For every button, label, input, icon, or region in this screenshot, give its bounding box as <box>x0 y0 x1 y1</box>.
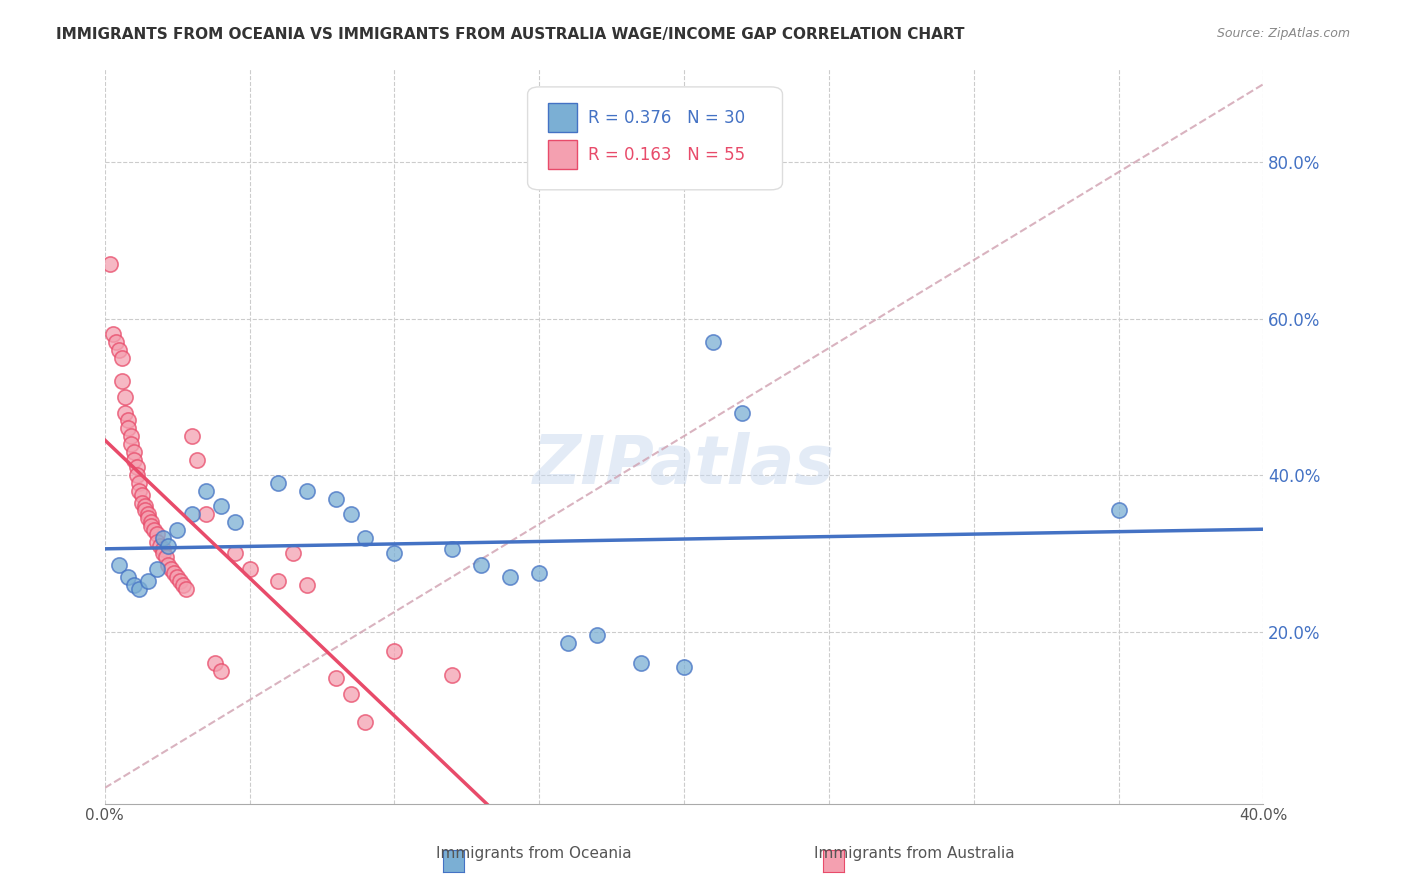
Point <box>209 500 232 514</box>
Point <box>152 546 174 560</box>
Point <box>160 562 183 576</box>
Point <box>267 574 290 588</box>
Point <box>195 483 218 498</box>
Point <box>354 714 377 729</box>
Text: Immigrants from Oceania: Immigrants from Oceania <box>436 846 633 861</box>
Point <box>672 659 695 673</box>
Point <box>146 562 169 576</box>
Point <box>731 406 754 420</box>
Point <box>163 566 186 580</box>
Point <box>172 577 194 591</box>
Point <box>382 546 405 560</box>
Point <box>204 656 226 670</box>
Point <box>224 546 246 560</box>
FancyBboxPatch shape <box>527 87 783 190</box>
Point <box>136 511 159 525</box>
Point <box>267 475 290 490</box>
Point <box>297 483 319 498</box>
Point <box>114 406 136 420</box>
Point <box>354 531 377 545</box>
Point <box>125 468 148 483</box>
Text: IMMIGRANTS FROM OCEANIA VS IMMIGRANTS FROM AUSTRALIA WAGE/INCOME GAP CORRELATION: IMMIGRANTS FROM OCEANIA VS IMMIGRANTS FR… <box>56 27 965 42</box>
Point <box>120 437 142 451</box>
Point <box>152 531 174 545</box>
Bar <box>548 140 578 169</box>
Point <box>297 577 319 591</box>
Point <box>166 523 188 537</box>
Point <box>224 515 246 529</box>
Point <box>155 550 177 565</box>
Point <box>122 444 145 458</box>
Point <box>340 508 363 522</box>
Point <box>209 664 232 678</box>
Point <box>149 539 172 553</box>
Point <box>125 460 148 475</box>
Point <box>382 644 405 658</box>
Point <box>103 327 125 342</box>
Text: Source: ZipAtlas.com: Source: ZipAtlas.com <box>1216 27 1350 40</box>
Point <box>195 508 218 522</box>
Point <box>108 558 131 573</box>
Text: R = 0.163   N = 55: R = 0.163 N = 55 <box>588 145 745 163</box>
Point <box>146 526 169 541</box>
Point <box>128 483 150 498</box>
Point <box>166 570 188 584</box>
Point <box>111 351 134 365</box>
Point <box>114 390 136 404</box>
Point <box>134 500 156 514</box>
Point <box>169 574 191 588</box>
Point <box>146 534 169 549</box>
Point <box>117 421 139 435</box>
Point <box>186 452 208 467</box>
Point <box>120 429 142 443</box>
Point <box>325 672 347 686</box>
Point <box>136 574 159 588</box>
Point <box>470 558 492 573</box>
Point <box>128 475 150 490</box>
Point <box>499 570 522 584</box>
Point <box>157 558 180 573</box>
Point <box>117 413 139 427</box>
Point <box>128 582 150 596</box>
Point <box>131 495 153 509</box>
Point <box>340 687 363 701</box>
Point <box>122 452 145 467</box>
Point <box>586 628 609 642</box>
Point <box>325 491 347 506</box>
Point <box>139 519 162 533</box>
Text: Immigrants from Australia: Immigrants from Australia <box>814 846 1014 861</box>
Point <box>1108 503 1130 517</box>
Point <box>105 335 128 350</box>
Bar <box>548 103 578 133</box>
Point <box>111 374 134 388</box>
Point <box>630 656 652 670</box>
Point <box>100 257 122 271</box>
Point <box>142 523 165 537</box>
Point <box>108 343 131 357</box>
Point <box>441 542 464 557</box>
Point <box>180 508 202 522</box>
Point <box>157 539 180 553</box>
Point <box>134 503 156 517</box>
Point <box>441 667 464 681</box>
Point <box>152 542 174 557</box>
Point <box>131 488 153 502</box>
Point <box>117 570 139 584</box>
Point <box>527 566 550 580</box>
Point <box>136 508 159 522</box>
Point <box>122 577 145 591</box>
Point <box>557 636 579 650</box>
Text: R = 0.376   N = 30: R = 0.376 N = 30 <box>588 109 745 127</box>
Point <box>238 562 260 576</box>
Point <box>702 335 724 350</box>
Text: ZIPatlas: ZIPatlas <box>533 433 835 499</box>
Point <box>281 546 304 560</box>
Point <box>139 515 162 529</box>
Point <box>174 582 197 596</box>
Point <box>180 429 202 443</box>
